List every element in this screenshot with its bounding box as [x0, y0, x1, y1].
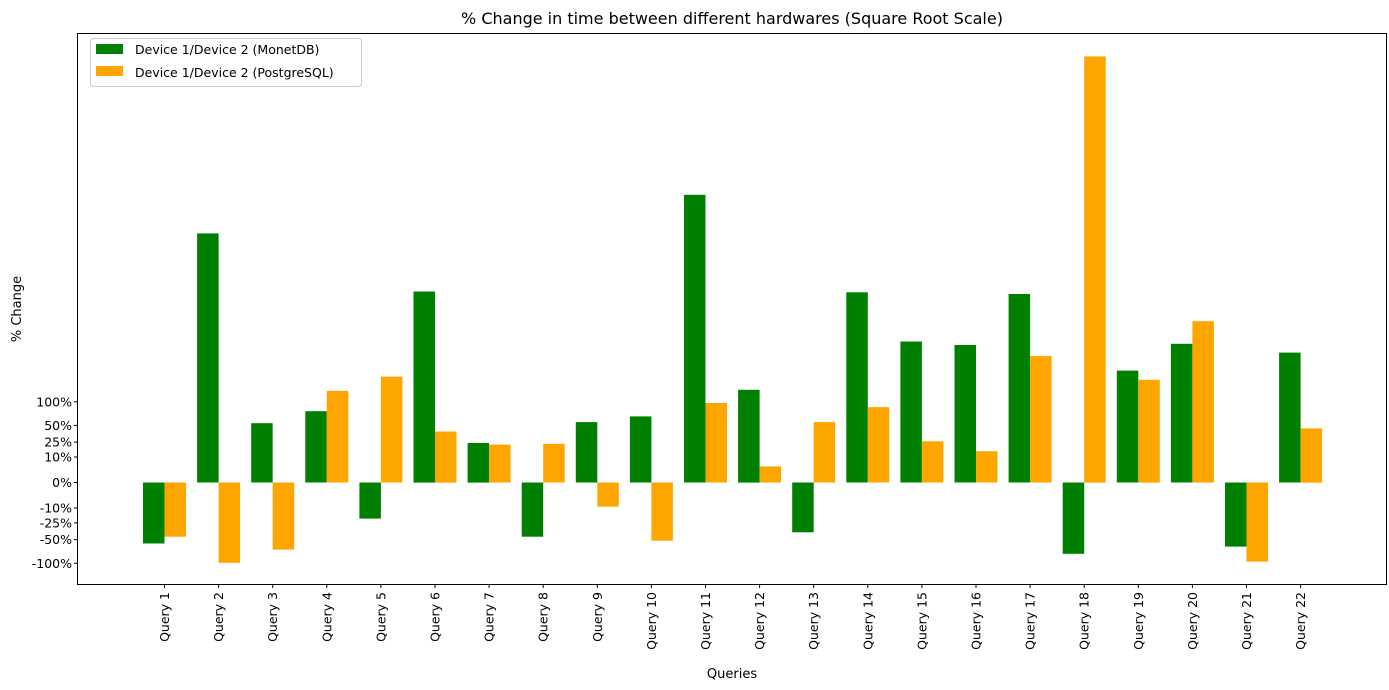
bar-postgresql-query-2 [218, 482, 241, 563]
y-tick-label: -100% [32, 556, 72, 571]
bar-monetdb-query-15 [900, 341, 922, 483]
y-tick-label: -50% [40, 532, 72, 547]
bar-postgresql-query-7 [489, 444, 511, 483]
x-tick-label: Query 8 [536, 592, 551, 642]
bar-monetdb-query-11 [684, 194, 706, 483]
bar-postgresql-query-9 [597, 482, 619, 507]
x-tick-label: Query 5 [373, 592, 388, 642]
x-tick-label: Query 10 [644, 592, 659, 650]
x-tick-label: Query 11 [698, 592, 713, 650]
y-axis-ticks: 100% 50% 25%10% 0% -10%-25% -50% -100% [32, 394, 78, 571]
bar-monetdb-query-4 [305, 411, 327, 483]
bar-postgresql-query-4 [326, 390, 349, 483]
bar-monetdb-query-2 [197, 233, 219, 483]
bar-monetdb-query-8 [521, 482, 544, 537]
bar-postgresql-query-14 [867, 407, 890, 483]
bar-monetdb-query-5 [359, 482, 381, 519]
bar-monetdb-query-10 [629, 416, 652, 483]
x-axis-label: Queries [707, 667, 757, 682]
x-tick-label: Query 16 [969, 592, 984, 650]
y-tick-label: 25% [44, 435, 72, 450]
bar-postgresql-query-15 [921, 441, 944, 483]
bar-monetdb-query-1 [143, 482, 165, 544]
legend-label-postgresql: Device 1/Device 2 (PostgreSQL) [135, 65, 334, 80]
y-axis-label: % Change [10, 276, 25, 342]
bar-monetdb-query-17 [1008, 294, 1031, 483]
x-tick-label: Query 17 [1023, 592, 1038, 650]
x-tick-label: Query 2 [211, 592, 226, 642]
x-tick-label: Query 22 [1293, 592, 1308, 650]
bar-postgresql-query-13 [813, 422, 836, 483]
x-tick-label: Query 14 [860, 592, 875, 650]
legend: Device 1/Device 2 (MonetDB) Device 1/Dev… [90, 38, 362, 87]
y-tick-label: 50% [44, 418, 72, 433]
x-tick-label: Query 18 [1077, 592, 1092, 650]
bar-postgresql-query-6 [435, 431, 457, 483]
y-tick-label: 100% [36, 394, 72, 409]
bar-postgresql-query-16 [976, 451, 998, 483]
bar-monetdb-query-18 [1062, 482, 1085, 554]
y-tick-label: -10% [40, 501, 72, 516]
bar-postgresql-query-10 [651, 482, 673, 541]
x-tick-label: Query 21 [1239, 592, 1254, 650]
y-tick-label: 0% [52, 475, 72, 490]
y-tick-label: 10% [44, 450, 72, 465]
y-tick-label: -25% [40, 515, 72, 530]
legend-swatch-monetdb [96, 44, 123, 54]
legend-label-monetdb: Device 1/Device 2 (MonetDB) [135, 42, 319, 57]
x-tick-label: Query 20 [1185, 592, 1200, 650]
bar-postgresql-query-18 [1084, 56, 1106, 483]
bar-monetdb-query-14 [846, 292, 868, 483]
bar-postgresql-query-22 [1300, 428, 1323, 483]
x-tick-label: Query 3 [265, 592, 280, 642]
x-tick-label: Query 4 [319, 592, 334, 642]
bar-postgresql-query-19 [1138, 379, 1160, 483]
x-tick-label: Query 13 [806, 592, 821, 650]
bar-monetdb-query-9 [575, 422, 598, 483]
bar-postgresql-query-5 [380, 376, 403, 483]
bar-monetdb-query-13 [792, 482, 814, 533]
x-tick-label: Query 12 [752, 592, 767, 650]
x-tick-label: Query 6 [428, 592, 443, 642]
bar-postgresql-query-20 [1192, 321, 1214, 483]
chart-title: % Change in time between different hardw… [461, 9, 1003, 28]
bar-monetdb-query-3 [251, 423, 273, 483]
x-tick-label: Query 1 [157, 592, 172, 642]
x-tick-label: Query 19 [1131, 592, 1146, 650]
bar-postgresql-query-21 [1246, 482, 1268, 562]
bar-postgresql-query-8 [543, 443, 565, 483]
bars-group [143, 56, 1323, 563]
bar-monetdb-query-12 [738, 389, 760, 483]
x-tick-label: Query 9 [590, 592, 605, 642]
legend-frame [90, 38, 362, 87]
bar-monetdb-query-6 [413, 291, 435, 483]
bar-postgresql-query-11 [705, 403, 727, 483]
bar-monetdb-query-20 [1170, 343, 1193, 483]
x-tick-label: Query 7 [482, 592, 497, 642]
bar-postgresql-query-12 [759, 466, 782, 483]
bar-postgresql-query-17 [1030, 356, 1052, 483]
plot-area-frame [77, 33, 1387, 585]
legend-swatch-postgresql [96, 66, 123, 76]
bar-monetdb-query-16 [954, 345, 976, 483]
bar-monetdb-query-21 [1225, 482, 1247, 547]
bar-monetdb-query-19 [1116, 370, 1139, 483]
bar-monetdb-query-22 [1279, 352, 1301, 483]
bar-monetdb-query-7 [467, 443, 490, 483]
bar-postgresql-query-1 [164, 482, 186, 537]
bar-postgresql-query-3 [272, 482, 295, 550]
x-tick-label: Query 15 [914, 592, 929, 650]
